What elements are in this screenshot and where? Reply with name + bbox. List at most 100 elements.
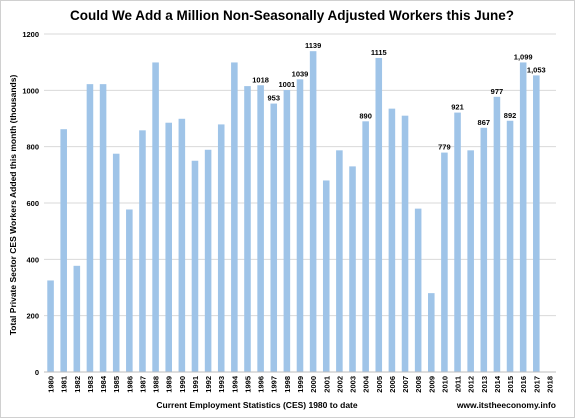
x-tick-label: 1983 — [86, 376, 95, 393]
x-tick-label: 2005 — [375, 376, 384, 393]
bar — [309, 51, 317, 372]
y-tick-labels: 0 200 400 600 800 1000 1200 — [22, 30, 39, 377]
x-tick-label: 1996 — [257, 376, 266, 393]
bar — [362, 121, 369, 372]
data-label: 1,053 — [527, 65, 546, 74]
bar — [257, 85, 264, 372]
x-tick-label: 1999 — [296, 376, 305, 393]
bar — [322, 180, 330, 372]
bar — [467, 150, 474, 372]
data-label: 867 — [478, 118, 491, 127]
x-tick-label: 1993 — [217, 376, 226, 393]
x-tick-label: 1980 — [47, 376, 56, 393]
bar — [519, 62, 527, 372]
x-tick-labels: 1980 1981 1982 1983 1984 1985 1986 1987 1988 1989… — [47, 375, 555, 393]
data-label: 977 — [491, 87, 504, 96]
x-tick-label: 2000 — [309, 376, 318, 393]
bar — [441, 152, 448, 372]
y-tick-label: 800 — [26, 143, 39, 152]
y-tick-label: 600 — [26, 199, 39, 208]
bar — [388, 108, 396, 373]
bar — [454, 112, 461, 373]
x-axis-title: Current Employment Statistics (CES) 1980… — [156, 400, 357, 410]
x-tick-label: 1986 — [125, 376, 134, 393]
bar — [349, 166, 356, 372]
bar — [283, 90, 291, 372]
bar — [60, 129, 67, 372]
bars — [47, 51, 540, 373]
x-tick-label: 1992 — [204, 376, 213, 393]
bar — [178, 118, 186, 372]
x-tick-label: 2004 — [362, 375, 371, 393]
bar — [47, 280, 54, 372]
bar — [112, 153, 120, 372]
bar — [126, 209, 133, 372]
x-tick-label: 1989 — [165, 376, 174, 393]
x-tick-label: 1987 — [138, 376, 147, 393]
bar — [99, 84, 107, 373]
x-tick-label: 1995 — [243, 376, 252, 393]
x-tick-label: 2013 — [480, 376, 489, 393]
data-label: 921 — [451, 103, 464, 112]
bar — [375, 57, 383, 373]
bar — [506, 120, 514, 373]
y-tick-label: 200 — [26, 312, 39, 321]
x-tick-label: 1985 — [112, 376, 121, 393]
chart-title: Could We Add a Million Non-Seasonally Ad… — [70, 8, 514, 23]
bar — [139, 130, 146, 372]
x-tick-label: 2008 — [414, 376, 423, 393]
x-tick-label: 1998 — [283, 376, 292, 393]
bar — [244, 86, 251, 372]
x-tick-label: 2006 — [388, 376, 397, 393]
x-tick-label: 2016 — [519, 376, 528, 393]
y-tick-label: 400 — [26, 255, 39, 264]
x-tick-label: 1997 — [270, 376, 279, 393]
bar — [270, 103, 278, 373]
x-tick-label: 1984 — [99, 375, 108, 393]
bar — [73, 265, 81, 372]
data-label: 1039 — [292, 69, 309, 78]
bar — [217, 124, 225, 372]
bar — [165, 122, 172, 372]
x-tick-label: 2017 — [532, 376, 541, 393]
data-label: 1001 — [279, 80, 296, 89]
bar — [428, 293, 435, 372]
x-tick-label: 2018 — [545, 376, 554, 393]
source-credit: www.itstheeconomy.info — [456, 400, 556, 410]
data-label: 779 — [438, 143, 451, 152]
data-label: 1018 — [252, 75, 269, 84]
data-labels: 1018 953 1001 1039 1139 890 1115 779 921 867 977 89… — [252, 41, 545, 151]
bar — [480, 127, 488, 372]
x-tick-label: 2015 — [506, 376, 515, 393]
x-tick-label: 2003 — [349, 376, 358, 393]
x-tick-label: 2007 — [401, 376, 410, 393]
y-axis-title: Total Private Sector CES Workers Added t… — [8, 75, 18, 336]
bar — [296, 79, 304, 373]
data-label: 953 — [267, 94, 280, 103]
data-label: 1139 — [305, 41, 321, 50]
bar — [231, 62, 238, 372]
x-tick-label: 1981 — [60, 376, 69, 393]
bar — [336, 150, 343, 372]
bar — [414, 208, 422, 372]
data-label: 892 — [504, 111, 517, 120]
data-label: 890 — [359, 111, 372, 120]
x-tick-label: 2010 — [440, 376, 449, 393]
bar — [86, 84, 94, 373]
x-tick-label: 1982 — [73, 376, 82, 393]
bar — [493, 96, 501, 372]
x-tick-label: 2014 — [493, 375, 502, 393]
x-tick-label: 1991 — [191, 376, 200, 393]
x-tick-label: 2001 — [322, 376, 331, 393]
bar — [204, 149, 212, 372]
y-tick-label: 1000 — [22, 86, 39, 95]
bar — [401, 115, 409, 372]
bar — [152, 62, 159, 372]
bar — [191, 160, 199, 372]
x-tick-label: 2002 — [335, 376, 344, 393]
x-tick-label: 1994 — [230, 375, 239, 393]
x-tick-label: 2011 — [454, 376, 463, 392]
y-tick-label: 1200 — [22, 30, 39, 39]
data-label: 1115 — [371, 48, 387, 57]
